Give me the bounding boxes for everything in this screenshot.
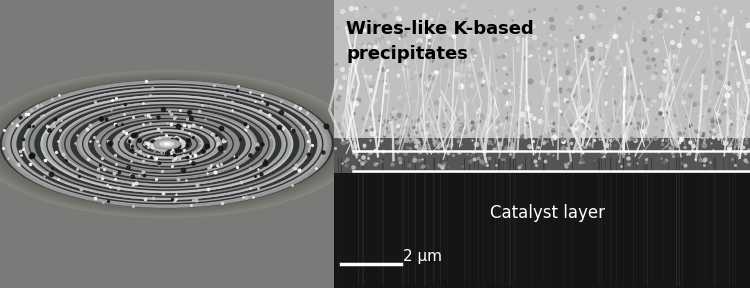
Circle shape [0, 78, 339, 210]
Circle shape [124, 128, 210, 160]
Circle shape [0, 73, 350, 215]
Circle shape [95, 116, 238, 172]
Circle shape [0, 72, 354, 216]
Circle shape [0, 80, 334, 208]
Circle shape [142, 134, 192, 154]
Circle shape [0, 77, 341, 211]
Bar [334, 0, 750, 156]
Circle shape [113, 123, 220, 165]
Circle shape [153, 139, 180, 149]
Circle shape [34, 93, 299, 195]
Circle shape [77, 110, 256, 178]
Circle shape [6, 82, 328, 206]
Circle shape [53, 100, 281, 188]
Bar [334, 156, 750, 288]
Circle shape [0, 76, 344, 212]
Circle shape [0, 71, 357, 217]
Bar [0, 0, 334, 288]
Text: Catalyst layer: Catalyst layer [490, 204, 605, 222]
Circle shape [164, 143, 170, 145]
Text: 2 μm: 2 μm [403, 249, 442, 264]
Circle shape [70, 107, 264, 181]
Circle shape [16, 86, 317, 202]
Circle shape [149, 137, 184, 151]
Circle shape [59, 103, 274, 185]
Circle shape [23, 89, 310, 199]
Circle shape [131, 130, 203, 158]
Circle shape [88, 114, 246, 174]
Circle shape [0, 70, 360, 218]
Text: Wires-like K-based
precipitates: Wires-like K-based precipitates [346, 20, 534, 63]
Circle shape [41, 96, 292, 192]
Circle shape [159, 141, 174, 147]
Bar [334, 138, 750, 173]
Circle shape [160, 141, 174, 147]
Circle shape [0, 75, 347, 213]
Circle shape [106, 121, 228, 167]
